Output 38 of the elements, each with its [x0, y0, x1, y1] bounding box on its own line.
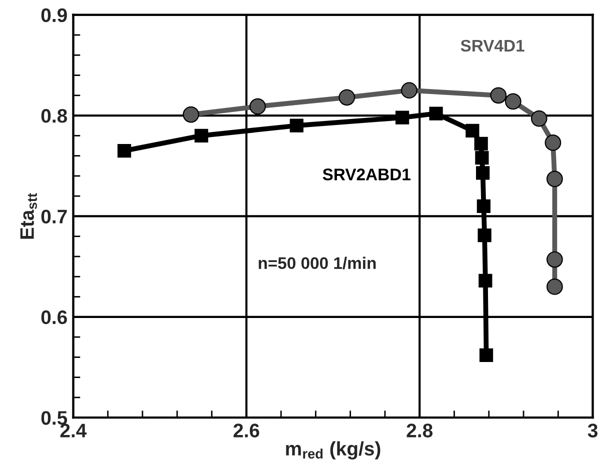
y-tick-label: 0.8 — [41, 109, 68, 123]
x-axis-title: m$_{red}$ (kg/s) — [286, 441, 380, 460]
point — [475, 151, 489, 165]
point — [478, 274, 492, 288]
point — [530, 110, 548, 127]
point — [395, 110, 410, 124]
point — [290, 118, 304, 132]
point — [490, 87, 507, 104]
x-tick-label: 2.4 — [60, 424, 87, 438]
y-tick-label: 0.5 — [41, 411, 68, 425]
y-tick-label: 0.6 — [41, 310, 67, 324]
y-axis-title: Eta$_{stt}$ — [20, 193, 37, 239]
point — [476, 199, 490, 213]
point — [182, 106, 200, 123]
x-tick-label: 2.6 — [234, 424, 260, 438]
text: SRV2ABD1 — [322, 168, 410, 180]
point — [194, 128, 208, 142]
point — [401, 82, 418, 99]
point — [474, 136, 488, 151]
point — [117, 144, 132, 158]
point — [504, 93, 522, 110]
point — [479, 348, 494, 362]
point — [544, 134, 562, 151]
point — [466, 124, 480, 138]
y-tick-label: 0.9 — [41, 8, 67, 22]
point — [546, 170, 563, 188]
point — [546, 278, 563, 295]
x-tick-label: 2.8 — [406, 424, 433, 438]
annotation: n=50 000 1/min — [258, 256, 376, 270]
point — [338, 89, 356, 106]
point — [249, 98, 266, 115]
point — [476, 166, 490, 180]
text: SRV4D1 — [460, 40, 524, 52]
x-tick-label: 3 — [588, 424, 598, 438]
point — [546, 251, 563, 268]
y-tick-label: 0.7 — [41, 210, 67, 224]
point — [478, 228, 492, 242]
point — [429, 106, 443, 120]
